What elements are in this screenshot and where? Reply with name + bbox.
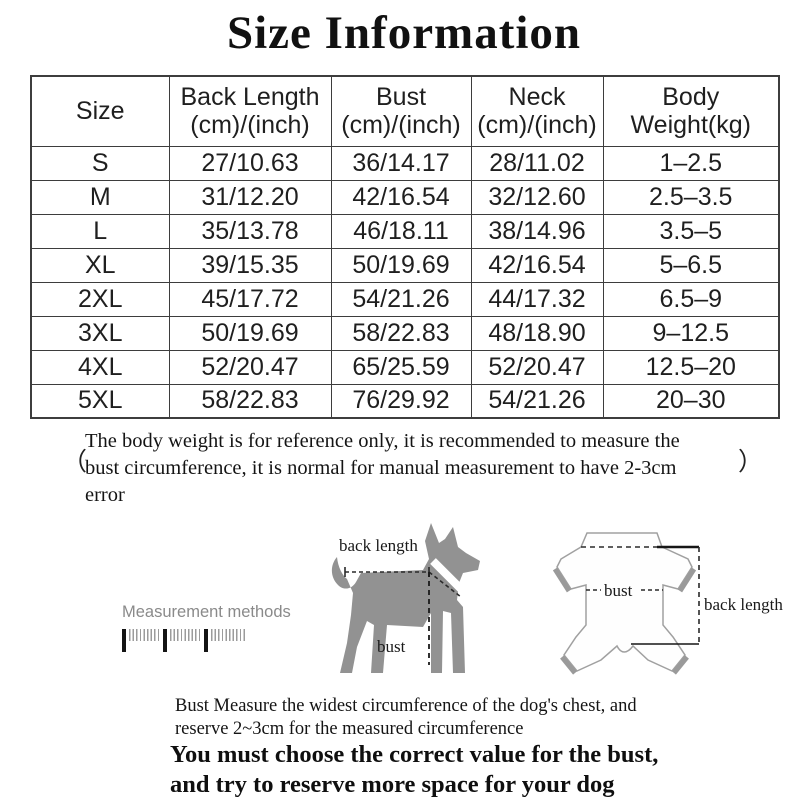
page-title: Size Information — [226, 7, 582, 59]
header-label: Body — [662, 82, 720, 111]
table-row: M 31/12.20 42/16.54 32/12.60 2.5–3.5 — [30, 179, 780, 215]
back-length-label: back length — [704, 595, 783, 614]
size-cell: 3XL — [30, 315, 170, 351]
weight-cell: 2.5–3.5 — [602, 179, 780, 215]
bust-cell: 58/22.83 — [330, 315, 472, 351]
ruler-ticks — [170, 629, 201, 641]
back-length-cell: 27/10.63 — [168, 145, 332, 181]
sleeve-cuff — [552, 567, 572, 593]
column-header-neck: Neck (cm)/(inch) — [470, 75, 604, 147]
garment-top-view-diagram: bust back length — [552, 532, 783, 675]
warning-text: You must choose the correct value for th… — [170, 740, 658, 800]
bust-cell: 46/18.11 — [330, 213, 472, 249]
back-length-cell: 31/12.20 — [168, 179, 332, 215]
bust-cell: 76/29.92 — [330, 383, 472, 419]
weight-cell: 20–30 — [602, 383, 780, 419]
neck-cell: 38/14.96 — [470, 213, 604, 249]
table-row: 5XL 58/22.83 76/29.92 54/21.26 20–30 — [30, 383, 780, 419]
header-label: Neck — [508, 82, 566, 111]
ruler-mark — [122, 629, 126, 652]
column-header-body-weight: Body Weight(kg) — [602, 75, 780, 147]
ruler-ticks — [211, 629, 245, 641]
size-cell: M — [30, 179, 170, 215]
neck-cell: 54/21.26 — [470, 383, 604, 419]
weight-cell: 9–12.5 — [602, 315, 780, 351]
size-cell: 2XL — [30, 281, 170, 317]
header-sublabel: Weight(kg) — [630, 111, 751, 140]
measurement-methods-label: Measurement methods — [122, 603, 291, 621]
header-sublabel: (cm)/(inch) — [341, 111, 461, 140]
bust-cell: 50/19.69 — [330, 247, 472, 283]
bust-note-line-1: Bust Measure the widest circumference of… — [175, 696, 637, 716]
bust-cell: 65/25.59 — [330, 349, 472, 385]
note-line-2: bust circumference, it is normal for man… — [85, 457, 677, 480]
bust-cell: 54/21.26 — [330, 281, 472, 317]
neck-cell: 42/16.54 — [470, 247, 604, 283]
back-length-label: back length — [339, 536, 418, 555]
weight-cell: 5–6.5 — [602, 247, 780, 283]
bust-note-line-2: reserve 2~3cm for the measured circumfer… — [175, 719, 524, 740]
table-row: 4XL 52/20.47 65/25.59 52/20.47 12.5–20 — [30, 349, 780, 385]
column-header-size: Size — [30, 75, 170, 147]
neck-cell: 48/18.90 — [470, 315, 604, 351]
size-cell: L — [30, 213, 170, 249]
dog-side-view-diagram: back length bust — [331, 523, 480, 673]
size-cell: S — [30, 145, 170, 181]
back-length-cell: 50/19.69 — [168, 315, 332, 351]
back-length-cell: 39/15.35 — [168, 247, 332, 283]
neck-cell: 32/12.60 — [470, 179, 604, 215]
bust-cell: 42/16.54 — [330, 179, 472, 215]
table-row: L 35/13.78 46/18.11 38/14.96 3.5–5 — [30, 213, 780, 249]
table-row: S 27/10.63 36/14.17 28/11.02 1–2.5 — [30, 145, 780, 181]
note-line-1: The body weight is for reference only, i… — [85, 430, 680, 452]
ruler-mark — [204, 629, 208, 652]
column-header-back-length: Back Length (cm)/(inch) — [168, 75, 332, 147]
reference-note-text: The body weight is for reference only, i… — [85, 428, 755, 509]
leg-cuff — [672, 655, 689, 675]
weight-cell: 3.5–5 — [602, 213, 780, 249]
garment-outline — [556, 532, 693, 672]
bust-cell: 36/14.17 — [330, 145, 472, 181]
size-cell: 5XL — [30, 383, 170, 419]
leg-cuff — [560, 655, 577, 675]
weight-cell: 1–2.5 — [602, 145, 780, 181]
table-row: XL 39/15.35 50/19.69 42/16.54 5–6.5 — [30, 247, 780, 283]
ruler-mark — [163, 629, 167, 652]
dog-silhouette — [331, 523, 480, 673]
back-length-cell: 52/20.47 — [168, 349, 332, 385]
size-chart-table: Size Back Length (cm)/(inch) Bust (cm)/(in… — [30, 75, 780, 419]
open-paren: （ — [62, 449, 88, 476]
ruler-icon — [122, 629, 248, 653]
table-header-row: Size Back Length (cm)/(inch) Bust (cm)/(in… — [30, 75, 780, 147]
bust-measure-note: Bust Measure the widest circumference of… — [175, 695, 637, 741]
weight-cell: 12.5–20 — [602, 349, 780, 385]
header-label: Bust — [375, 82, 427, 111]
size-cell: 4XL — [30, 349, 170, 385]
weight-cell: 6.5–9 — [602, 281, 780, 317]
header-label: Back Length — [180, 82, 320, 111]
back-length-cell: 45/17.72 — [168, 281, 332, 317]
neck-cell: 44/17.32 — [470, 281, 604, 317]
back-length-cell: 58/22.83 — [168, 383, 332, 419]
header-sublabel: (cm)/(inch) — [477, 111, 597, 140]
back-length-cell: 35/13.78 — [168, 213, 332, 249]
close-paren: ） — [738, 449, 764, 476]
dog-collar — [430, 558, 465, 593]
neck-cell: 28/11.02 — [470, 145, 604, 181]
neck-cell: 52/20.47 — [470, 349, 604, 385]
header-label: Size — [75, 97, 125, 125]
column-header-bust: Bust (cm)/(inch) — [330, 75, 472, 147]
ruler-ticks — [129, 629, 160, 641]
bust-label: bust — [604, 581, 633, 600]
note-line-3: error — [85, 484, 125, 507]
warning-line-2: and try to reserve more space for your d… — [170, 771, 615, 799]
table-row: 3XL 50/19.69 58/22.83 48/18.90 9–12.5 — [30, 315, 780, 351]
warning-line-1: You must choose the correct value for th… — [170, 741, 659, 768]
header-sublabel: (cm)/(inch) — [190, 111, 310, 140]
sleeve-cuff — [677, 567, 697, 593]
table-row: 2XL 45/17.72 54/21.26 44/17.32 6.5–9 — [30, 281, 780, 317]
bust-label: bust — [377, 637, 406, 656]
size-cell: XL — [30, 247, 170, 283]
